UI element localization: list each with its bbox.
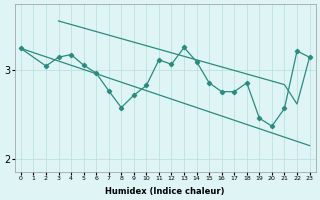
X-axis label: Humidex (Indice chaleur): Humidex (Indice chaleur) — [106, 187, 225, 196]
